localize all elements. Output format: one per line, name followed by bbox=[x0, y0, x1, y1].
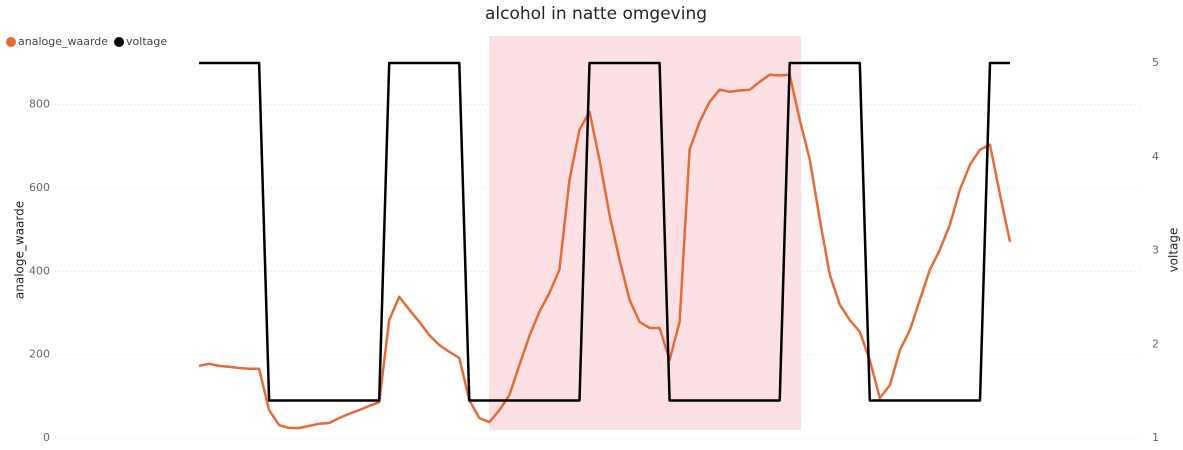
chart-title: alcohol in natte omgeving bbox=[485, 4, 707, 24]
y-tick-label: 400 bbox=[29, 264, 50, 277]
y-tick-label: 800 bbox=[29, 98, 50, 111]
legend-marker bbox=[114, 37, 125, 47]
legend-label: analoge_waarde bbox=[18, 35, 108, 48]
legend-marker bbox=[6, 37, 16, 47]
y2-tick-label: 3 bbox=[1152, 244, 1159, 257]
y2-tick-label: 4 bbox=[1152, 150, 1159, 163]
y-tick-label: 200 bbox=[29, 348, 50, 361]
y2-tick-label: 1 bbox=[1152, 431, 1159, 444]
y-axis-title: analoge_waarde bbox=[13, 201, 27, 299]
y-tick-label: 0 bbox=[43, 431, 50, 444]
y2-tick-label: 2 bbox=[1152, 337, 1159, 350]
series-line bbox=[199, 61, 1010, 402]
highlight-band bbox=[489, 36, 801, 430]
y2-tick-label: 5 bbox=[1152, 56, 1159, 69]
y2-axis-title: voltage bbox=[1167, 228, 1181, 273]
y-tick-label: 600 bbox=[29, 181, 50, 194]
legend-label: voltage bbox=[126, 35, 167, 48]
series-line bbox=[198, 73, 1012, 430]
